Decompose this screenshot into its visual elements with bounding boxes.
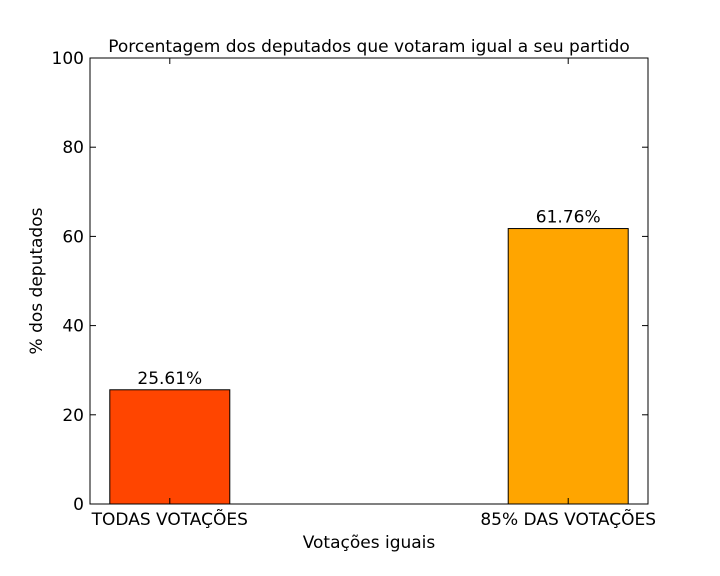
y-tick-label-20: 20 — [62, 406, 84, 426]
bar-1 — [109, 389, 231, 505]
x-tick-label-1: TODAS VOTAÇÕES — [91, 508, 248, 530]
chart-title: Porcentagem dos deputados que votaram ig… — [108, 37, 630, 57]
data-label-1: 25.61% — [137, 369, 202, 389]
y-tick-label-0: 0 — [73, 495, 84, 515]
y-tick-label-40: 40 — [62, 317, 84, 337]
x-axis-label: Votações iguais — [303, 533, 436, 553]
data-label-2: 61.76% — [536, 208, 601, 228]
x-tick-label-2: 85% DAS VOTAÇÕES — [480, 508, 656, 530]
y-tick-label-80: 80 — [62, 138, 84, 158]
y-axis-label: % dos deputados — [27, 207, 47, 354]
plot-area: 25.61% TODAS VOTAÇÕES 61.76% 85% DAS VOTAÇÕ… — [52, 49, 657, 530]
y-tick-label-60: 60 — [62, 227, 84, 247]
y-tick-label-100: 100 — [52, 49, 84, 69]
bar-2 — [507, 228, 629, 505]
plot-frame — [89, 57, 649, 505]
